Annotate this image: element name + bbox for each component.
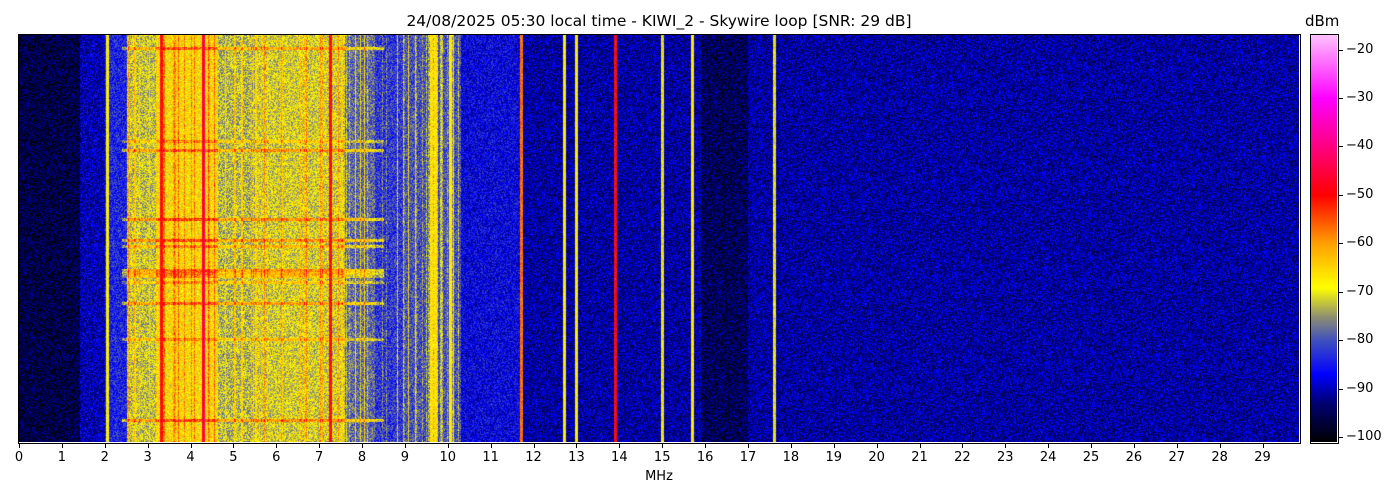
x-tick-mark	[833, 443, 835, 448]
waterfall-heatmap	[19, 35, 1299, 442]
x-tick-label: 1	[57, 450, 67, 465]
x-tick-mark	[1048, 443, 1050, 448]
x-tick-label: 20	[868, 450, 885, 465]
x-tick-label: 13	[568, 450, 585, 465]
x-tick-label: 5	[229, 450, 238, 465]
colorbar-tick-label: −80	[1346, 332, 1374, 348]
x-tick-label: 4	[186, 450, 195, 465]
x-tick-label: 24	[1039, 450, 1057, 465]
colorbar-tick-mark	[1338, 194, 1343, 196]
x-tick-label: 19	[825, 450, 842, 465]
colorbar-tick-mark	[1338, 146, 1343, 148]
x-tick-label: 15	[653, 450, 671, 465]
colorbar	[1311, 35, 1337, 442]
x-tick-mark	[104, 443, 106, 448]
x-tick-mark	[1219, 443, 1221, 448]
x-tick-label: 0	[14, 450, 24, 465]
x-tick-mark	[61, 443, 63, 448]
x-tick-label: 12	[525, 450, 542, 465]
x-tick-mark	[490, 443, 492, 448]
x-tick-label: 8	[357, 450, 367, 465]
x-tick-mark	[447, 443, 449, 448]
x-tick-label: 9	[400, 450, 410, 465]
x-tick-mark	[1133, 443, 1135, 448]
colorbar-tick-label: −90	[1346, 380, 1374, 396]
x-tick-label: 16	[696, 450, 714, 465]
x-tick-mark	[705, 443, 707, 448]
x-tick-mark	[190, 443, 192, 448]
x-tick-mark	[790, 443, 792, 448]
x-tick-label: 22	[954, 450, 971, 465]
x-tick-mark	[19, 443, 20, 448]
x-tick-label: 28	[1211, 450, 1228, 465]
x-tick-label: 29	[1254, 450, 1271, 465]
colorbar-tick-label: −100	[1346, 429, 1382, 445]
colorbar-tick-label: −50	[1346, 186, 1374, 202]
x-tick-mark	[319, 443, 321, 448]
x-tick-label: 23	[996, 450, 1014, 465]
x-tick-mark	[1176, 443, 1178, 448]
x-tick-mark	[276, 443, 278, 448]
x-tick-mark	[1091, 443, 1093, 448]
x-tick-mark	[876, 443, 878, 448]
x-tick-label: 17	[739, 450, 757, 465]
x-tick-label: 27	[1168, 450, 1186, 465]
colorbar-tick-mark	[1338, 243, 1343, 245]
x-tick-mark	[533, 443, 535, 448]
x-tick-mark	[1262, 443, 1264, 448]
x-axis-label: MHz	[645, 469, 673, 484]
colorbar-tick-label: −60	[1346, 235, 1374, 251]
colorbar-tick-mark	[1338, 291, 1343, 293]
x-tick-label: 10	[439, 450, 457, 465]
x-tick-mark	[919, 443, 921, 448]
x-tick-mark	[962, 443, 964, 448]
colorbar-tick-label: −70	[1346, 283, 1374, 299]
x-tick-mark	[747, 443, 749, 448]
x-tick-label: 2	[100, 450, 109, 465]
x-tick-mark	[1005, 443, 1007, 448]
chart-title: 24/08/2025 05:30 local time - KIWI_2 - S…	[406, 12, 912, 30]
colorbar-tick-label: −40	[1346, 138, 1374, 154]
colorbar-tick-mark	[1338, 437, 1343, 439]
colorbar-tick-mark	[1338, 340, 1343, 342]
x-tick-mark	[362, 443, 364, 448]
x-tick-label: 7	[315, 450, 324, 465]
x-tick-label: 25	[1082, 450, 1100, 465]
x-tick-label: 11	[482, 450, 499, 465]
colorbar-label: dBm	[1305, 12, 1340, 30]
colorbar-tick-label: −20	[1346, 41, 1374, 57]
colorbar-tick-mark	[1338, 97, 1343, 99]
x-tick-mark	[619, 443, 621, 448]
x-tick-mark	[147, 443, 149, 448]
x-tick-label: 26	[1125, 450, 1143, 465]
x-tick-mark	[662, 443, 664, 448]
x-tick-mark	[404, 443, 406, 448]
x-tick-label: 3	[143, 450, 152, 465]
x-tick-mark	[233, 443, 235, 448]
colorbar-tick-label: −30	[1346, 89, 1374, 105]
x-tick-label: 21	[911, 450, 928, 465]
colorbar-tick-mark	[1338, 388, 1343, 390]
x-tick-mark	[576, 443, 578, 448]
x-tick-label: 14	[611, 450, 628, 465]
colorbar-tick-mark	[1338, 49, 1343, 51]
x-tick-label: 6	[272, 450, 281, 465]
x-tick-label: 18	[782, 450, 800, 465]
